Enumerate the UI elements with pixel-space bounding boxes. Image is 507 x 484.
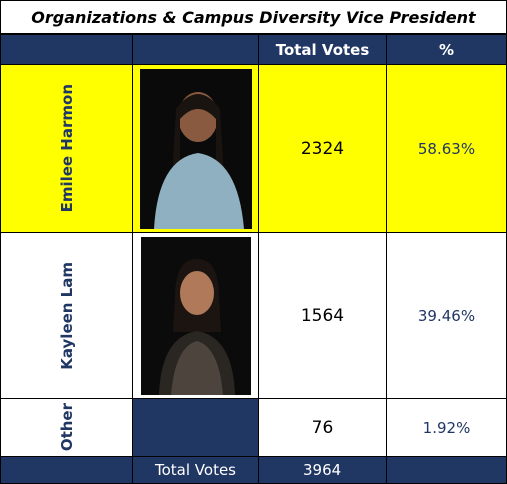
table-title: Organizations & Campus Diversity Vice Pr… bbox=[0, 0, 507, 34]
candidate-photo bbox=[141, 237, 251, 395]
footer-cell bbox=[0, 456, 133, 484]
photo-cell bbox=[132, 64, 259, 233]
results-table: Organizations & Campus Diversity Vice Pr… bbox=[0, 0, 507, 484]
photo-cell bbox=[132, 232, 259, 399]
footer-cell bbox=[386, 456, 507, 484]
footer-votes: 3964 bbox=[258, 456, 387, 484]
candidate-name: Kayleen Lam bbox=[58, 262, 76, 370]
percent: 1.92% bbox=[386, 398, 507, 457]
name-cell: Emilee Harmon bbox=[0, 64, 133, 233]
votes: 76 bbox=[258, 398, 387, 457]
votes: 2324 bbox=[258, 64, 387, 233]
candidate-name: Emilee Harmon bbox=[58, 84, 76, 212]
percent: 58.63% bbox=[386, 64, 507, 233]
percent: 39.46% bbox=[386, 232, 507, 399]
name-cell: Kayleen Lam bbox=[0, 232, 133, 399]
header-votes: Total Votes bbox=[258, 34, 387, 65]
candidate-name: Other bbox=[58, 403, 76, 451]
photo-cell bbox=[132, 398, 259, 457]
footer-label: Total Votes bbox=[132, 456, 259, 484]
candidate-photo bbox=[140, 69, 252, 229]
votes: 1564 bbox=[258, 232, 387, 399]
header-percent: % bbox=[386, 34, 507, 65]
name-cell: Other bbox=[0, 398, 133, 457]
header-cell bbox=[0, 34, 133, 65]
header-cell bbox=[132, 34, 259, 65]
